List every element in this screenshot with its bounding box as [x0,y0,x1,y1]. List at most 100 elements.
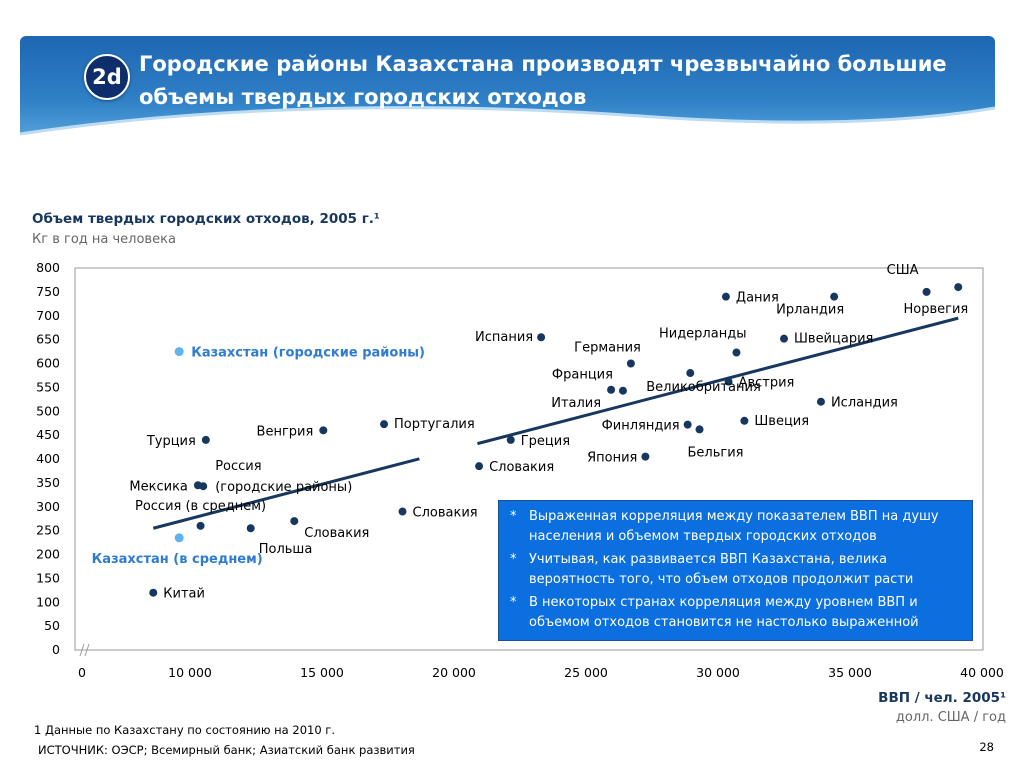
point-label: Словакия [304,526,369,541]
point-label: Турция [146,434,196,449]
point-label: Швеция [754,414,809,429]
point-label: Австрия [739,376,795,391]
point-label: Япония [587,451,637,466]
axis-break-mark [84,643,90,657]
y-tick-label: 500 [36,403,60,418]
point-label: Великобритания [646,380,761,395]
point-label: Франция [552,368,613,383]
point-label: Словакия [489,460,554,475]
bullet-icon: * [510,509,517,524]
data-point [246,524,255,533]
data-point [830,292,839,301]
point-label: Мексика [129,479,187,494]
data-point [506,435,515,444]
point-label: Польша [259,542,313,557]
data-point [380,420,389,429]
callout-item: * Учитывая, как развивается ВВП Казахстан… [507,550,964,590]
y-tick-label: 750 [36,284,60,299]
x-tick-label: 15 000 [300,665,344,680]
page-number: 28 [979,740,994,754]
x-tick-label: 30 000 [696,665,740,680]
point-label: Бельгия [688,445,744,460]
trend-line [152,316,959,530]
y-tick-label: 650 [36,332,60,347]
y-tick-label: 200 [36,547,60,562]
point-label: Словакия [413,506,478,521]
x-tick-label: 20 000 [432,665,476,680]
x-axis-unit: долл. США / год [895,710,1006,725]
point-label: Нидерланды [659,327,747,342]
section-badge: 2d [84,54,130,100]
y-tick-label: 300 [36,499,60,514]
point-label: Швейцария [794,332,873,347]
header-wave-decoration [20,106,995,154]
data-point [641,452,650,461]
point-label: Казахстан (городские районы) [191,346,425,361]
data-point [319,426,328,435]
footnote: 1 Данные по Казахстану по состоянию на 2… [34,723,336,737]
x-tick-label: 25 000 [564,665,608,680]
y-tick-label: 100 [36,594,60,609]
data-point [732,348,741,357]
callout-item: * Выраженная корреляция между показателем… [507,507,964,547]
point-label: Испания [475,330,533,345]
y-tick-label: 600 [36,356,60,371]
y-tick-label: 350 [36,475,60,490]
point-label: Дания [736,291,779,306]
y-tick-label: 400 [36,451,60,466]
data-point [196,521,205,530]
plot-frame [74,267,984,651]
point-label: Ирландия [776,303,844,318]
data-point [398,507,407,516]
y-tick-label: 550 [36,379,60,394]
insight-callout: * Выраженная корреляция между показателем… [498,500,973,641]
callout-text: В некоторых странах корреляция между уро… [529,595,919,630]
y-tick-label: 450 [36,427,60,442]
y-tick-label: 50 [44,618,60,633]
callout-text: Учитывая, как развивается ВВП Казахстана… [529,552,914,587]
callout-item: * В некоторых странах корреляция между ур… [507,593,964,633]
x-tick-label: 35 000 [828,665,872,680]
data-point [686,369,695,378]
x-tick-label: 0 [78,665,86,680]
data-point [816,397,825,406]
bullet-icon: * [510,595,517,610]
point-label: Норвегия [903,302,968,317]
data-point [954,283,963,292]
data-point [607,385,616,394]
slide-header: 2d Городские районы Казахстана производя… [20,36,995,154]
data-point [149,588,158,597]
point-label: Россия (в среднем) [135,499,266,514]
data-point [724,377,733,386]
point-label: (городские районы) [215,480,352,495]
y-tick-label: 150 [36,570,60,585]
data-point [199,482,208,491]
data-point [721,292,730,301]
data-point [740,416,749,425]
y-axis-label: Кг в год на человека [32,232,176,247]
source-note: ИСТОЧНИК: ОЭСР; Всемирный банк; Азиатски… [38,743,415,757]
y-tick-label: 700 [36,308,60,323]
point-label: Казахстан (в среднем) [92,552,263,567]
data-point [537,333,546,342]
highlight-point [174,347,184,357]
highlight-point [174,533,184,543]
point-label: США [887,263,919,278]
data-point [780,334,788,343]
point-label: Португалия [394,417,475,432]
callout-text: Выраженная корреляция между показателем … [529,509,939,544]
point-label: Россия [215,459,261,474]
x-tick-label: 40 000 [960,665,1004,680]
point-label: Финляндия [602,419,680,434]
chart-title: Объем твердых городских отходов, 2005 г.… [32,211,380,227]
point-label: Исландия [831,396,898,411]
y-tick-label: 0 [52,642,60,657]
data-point [475,462,484,471]
y-tick-label: 250 [36,523,60,538]
point-label: Венгрия [257,424,314,439]
point-label: Греция [521,434,570,449]
point-label: Китай [163,587,205,602]
data-point [618,386,627,395]
data-point [201,435,210,444]
